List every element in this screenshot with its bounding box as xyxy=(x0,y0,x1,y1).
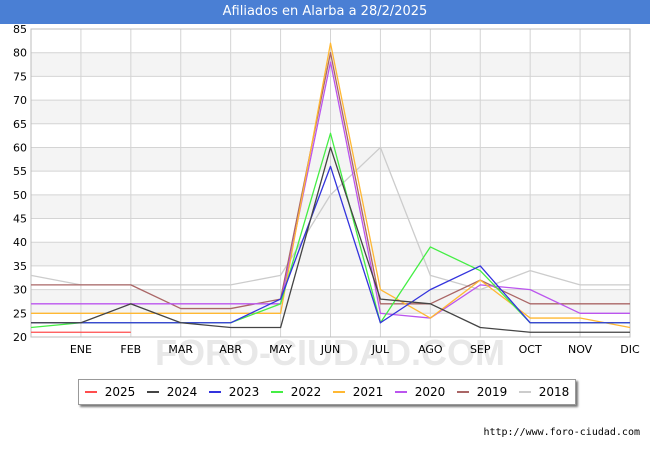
legend-label: 2025 xyxy=(104,385,136,399)
y-tick-label: 75 xyxy=(13,70,27,83)
y-tick-label: 30 xyxy=(13,284,27,297)
series-line-2021 xyxy=(31,42,631,329)
legend-item-2021: 2021 xyxy=(332,385,384,399)
x-tick-label: JUN xyxy=(320,343,341,356)
series-line-2023 xyxy=(31,165,630,324)
series-line-2019 xyxy=(31,52,630,310)
x-tick-label: ABR xyxy=(219,343,242,356)
series-line-2024 xyxy=(31,146,630,333)
legend-item-2025: 2025 xyxy=(84,385,136,399)
legend-swatch xyxy=(208,391,221,393)
y-tick-label: 35 xyxy=(13,260,27,273)
legend-label: 2021 xyxy=(352,385,384,399)
x-tick-label: AGO xyxy=(418,343,443,356)
legend-swatch xyxy=(518,391,531,393)
y-tick-label: 45 xyxy=(13,213,27,226)
chart-title: Afiliados en Alarba a 28/2/2025 xyxy=(0,0,650,24)
x-tick-label: SEP xyxy=(470,343,491,356)
x-tick-label: MAR xyxy=(168,343,193,356)
legend-label: 2020 xyxy=(414,385,446,399)
y-tick-label: 80 xyxy=(13,47,27,60)
watermark: FORO-CIUDAD.COM xyxy=(155,332,505,373)
legend-label: 2022 xyxy=(290,385,322,399)
y-tick-label: 40 xyxy=(13,236,27,249)
legend-swatch xyxy=(332,391,345,393)
legend-swatch xyxy=(84,391,97,393)
y-tick-label: 70 xyxy=(13,94,27,107)
source-url: http://www.foro-ciudad.com xyxy=(483,427,640,438)
y-tick-label: 60 xyxy=(13,141,27,154)
legend-label: 2018 xyxy=(538,385,570,399)
y-tick-label: 85 xyxy=(13,23,27,36)
x-tick-label: NOV xyxy=(568,343,593,356)
legend-label: 2024 xyxy=(166,385,198,399)
y-tick-label: 50 xyxy=(13,189,27,202)
y-tick-label: 25 xyxy=(13,307,27,320)
x-tick-label: DIC xyxy=(620,343,640,356)
x-tick-label: JUL xyxy=(371,343,390,356)
plot-border xyxy=(30,28,631,338)
x-tick-label: MAY xyxy=(269,343,292,356)
x-tick-label: ENE xyxy=(70,343,92,356)
legend-swatch xyxy=(146,391,159,393)
legend-item-2018: 2018 xyxy=(518,385,570,399)
x-tick-label: OCT xyxy=(519,343,542,356)
y-tick-label: 55 xyxy=(13,165,27,178)
legend-item-2024: 2024 xyxy=(146,385,198,399)
legend-swatch xyxy=(270,391,283,393)
legend-item-2019: 2019 xyxy=(456,385,508,399)
legend-item-2020: 2020 xyxy=(394,385,446,399)
y-tick-label: 65 xyxy=(13,118,27,131)
legend-label: 2023 xyxy=(228,385,260,399)
legend-item-2023: 2023 xyxy=(208,385,260,399)
legend-label: 2019 xyxy=(476,385,508,399)
legend-swatch xyxy=(394,391,407,393)
legend: 2025 2024 2023 2022 2021 2020 2019 2018 xyxy=(78,379,576,405)
x-tick-label: FEB xyxy=(120,343,141,356)
y-tick-label: 20 xyxy=(13,331,27,344)
legend-item-2022: 2022 xyxy=(270,385,322,399)
legend-swatch xyxy=(456,391,469,393)
